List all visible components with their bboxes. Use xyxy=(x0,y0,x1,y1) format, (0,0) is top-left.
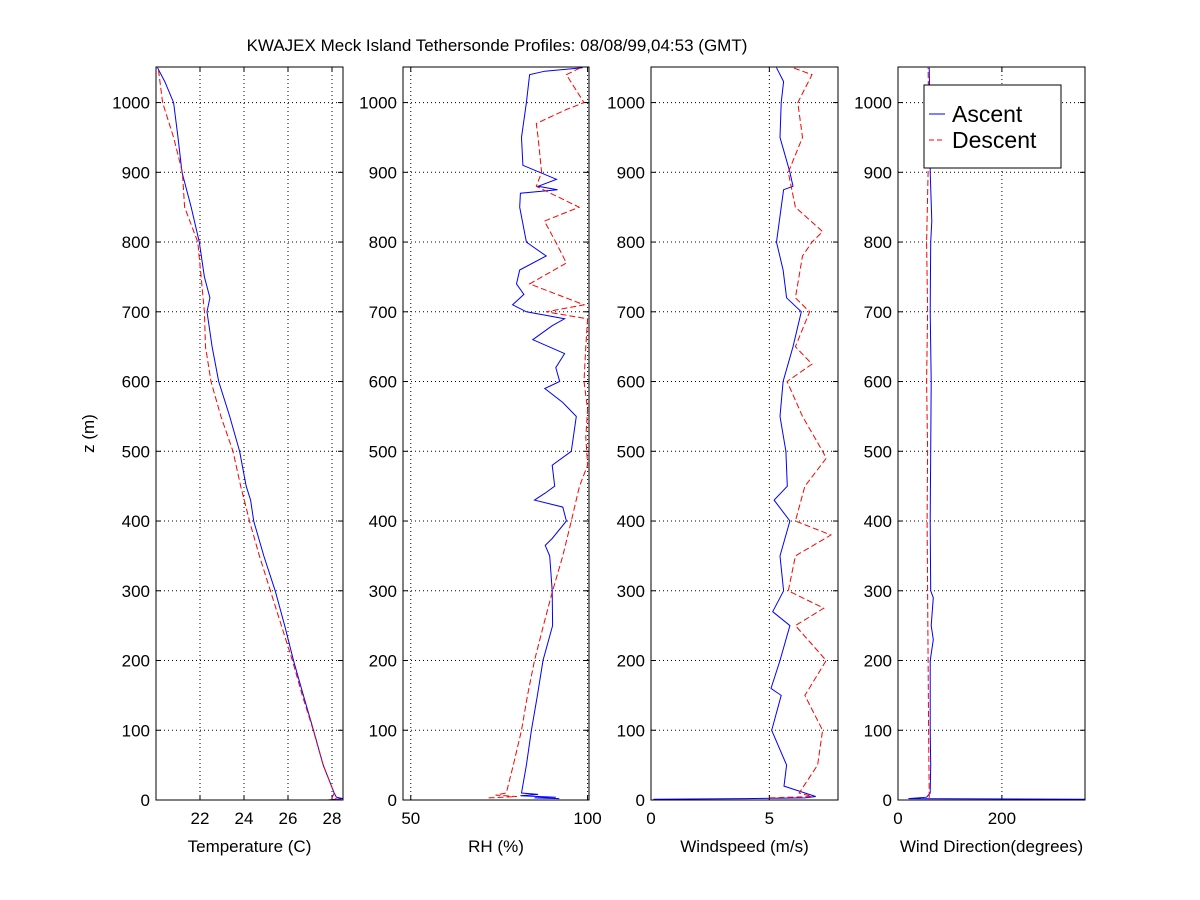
y-tick-label: 400 xyxy=(369,512,397,531)
y-tick-label: 600 xyxy=(864,373,892,392)
panel-2: 0 100 200 300 400 500 600 700 800 900 1000 50 100 RH … xyxy=(359,66,602,856)
legend-box xyxy=(923,84,1062,169)
y-tick-label: 900 xyxy=(122,163,150,182)
y-tick-label: 500 xyxy=(369,442,397,461)
series-ascent-line xyxy=(157,67,343,800)
series-ascent-line xyxy=(511,67,583,800)
y-tick-label: 300 xyxy=(369,582,397,601)
y-tick-label: 1000 xyxy=(854,94,892,113)
plot-area xyxy=(898,67,1085,800)
panel-3: 0 100 200 300 400 500 600 700 800 900 1000 0 5 Windsp… xyxy=(607,66,839,856)
y-tick-label: 0 xyxy=(636,791,645,810)
y-tick-label: 600 xyxy=(369,373,397,392)
y-tick-label: 300 xyxy=(617,582,645,601)
x-axis-label: Temperature (C) xyxy=(188,837,312,856)
x-tick-label: 0 xyxy=(893,809,902,828)
y-tick-label: 800 xyxy=(122,233,150,252)
y-tick-label: 0 xyxy=(388,791,397,810)
x-axis-label: Windspeed (m/s) xyxy=(680,837,808,856)
y-tick-label: 800 xyxy=(369,233,397,252)
y-tick-label: 900 xyxy=(864,163,892,182)
y-tick-label: 100 xyxy=(122,721,150,740)
y-tick-label: 700 xyxy=(122,303,150,322)
y-tick-label: 200 xyxy=(864,652,892,671)
x-tick-label: 24 xyxy=(235,809,254,828)
y-tick-label: 700 xyxy=(617,303,645,322)
x-tick-label: 200 xyxy=(988,809,1016,828)
axes-frame xyxy=(155,66,344,801)
x-tick-label: 22 xyxy=(191,809,210,828)
y-tick-label: 700 xyxy=(864,303,892,322)
series-ascent-line xyxy=(653,67,816,800)
axes-frame xyxy=(402,66,590,801)
plot-area xyxy=(403,67,589,800)
y-tick-label: 1000 xyxy=(359,94,397,113)
x-tick-label: 26 xyxy=(279,809,298,828)
panel-4: 0 100 200 300 400 500 600 700 800 900 1000 0 200 Wind… xyxy=(854,66,1086,856)
y-tick-label: 800 xyxy=(617,233,645,252)
y-tick-label: 600 xyxy=(617,373,645,392)
series-descent-line xyxy=(926,67,930,798)
y-tick-label: 800 xyxy=(864,233,892,252)
x-tick-label: 100 xyxy=(573,809,601,828)
series-descent-line xyxy=(769,67,833,799)
plot-area xyxy=(651,67,838,800)
y-tick-label: 500 xyxy=(122,442,150,461)
y-tick-label: 200 xyxy=(122,652,150,671)
x-tick-label: 28 xyxy=(323,809,342,828)
y-tick-label: 600 xyxy=(122,373,150,392)
y-tick-label: 300 xyxy=(122,582,150,601)
y-tick-label: 900 xyxy=(617,163,645,182)
series-descent-line xyxy=(488,67,589,799)
y-tick-label: 500 xyxy=(617,442,645,461)
y-tick-label: 500 xyxy=(864,442,892,461)
figure-title: KWAJEX Meck Island Tethersonde Profiles:… xyxy=(247,36,748,55)
y-tick-label: 900 xyxy=(369,163,397,182)
y-tick-label: 300 xyxy=(864,582,892,601)
axes-frame xyxy=(897,66,1086,801)
axes-frame xyxy=(650,66,839,801)
y-tick-label: 400 xyxy=(864,512,892,531)
legend: Ascent Descent xyxy=(923,84,1062,169)
y-tick-label: 100 xyxy=(617,721,645,740)
x-axis-label: RH (%) xyxy=(468,837,524,856)
y-tick-label: 0 xyxy=(141,791,150,810)
y-tick-label: 200 xyxy=(617,652,645,671)
y-tick-label: 0 xyxy=(883,791,892,810)
legend-ascent-label: Ascent xyxy=(952,101,1023,127)
y-axis-label: z (m) xyxy=(79,414,98,453)
x-axis-label: Wind Direction(degrees) xyxy=(900,837,1083,856)
x-tick-label: 0 xyxy=(646,809,655,828)
y-tick-label: 400 xyxy=(122,512,150,531)
legend-descent-label: Descent xyxy=(952,127,1037,153)
y-tick-label: 700 xyxy=(369,303,397,322)
x-tick-label: 5 xyxy=(765,809,774,828)
y-tick-label: 400 xyxy=(617,512,645,531)
y-tick-label: 100 xyxy=(864,721,892,740)
y-tick-label: 200 xyxy=(369,652,397,671)
y-tick-label: 100 xyxy=(369,721,397,740)
series-descent-line xyxy=(157,67,341,800)
plot-area xyxy=(156,67,343,800)
series-ascent-line xyxy=(908,67,1085,800)
x-tick-label: 50 xyxy=(401,809,420,828)
y-tick-label: 1000 xyxy=(112,94,150,113)
y-tick-label: 1000 xyxy=(607,94,645,113)
panel-1: 0 100 200 300 400 500 600 700 800 900 1000 22 24 26 28… xyxy=(79,66,344,856)
